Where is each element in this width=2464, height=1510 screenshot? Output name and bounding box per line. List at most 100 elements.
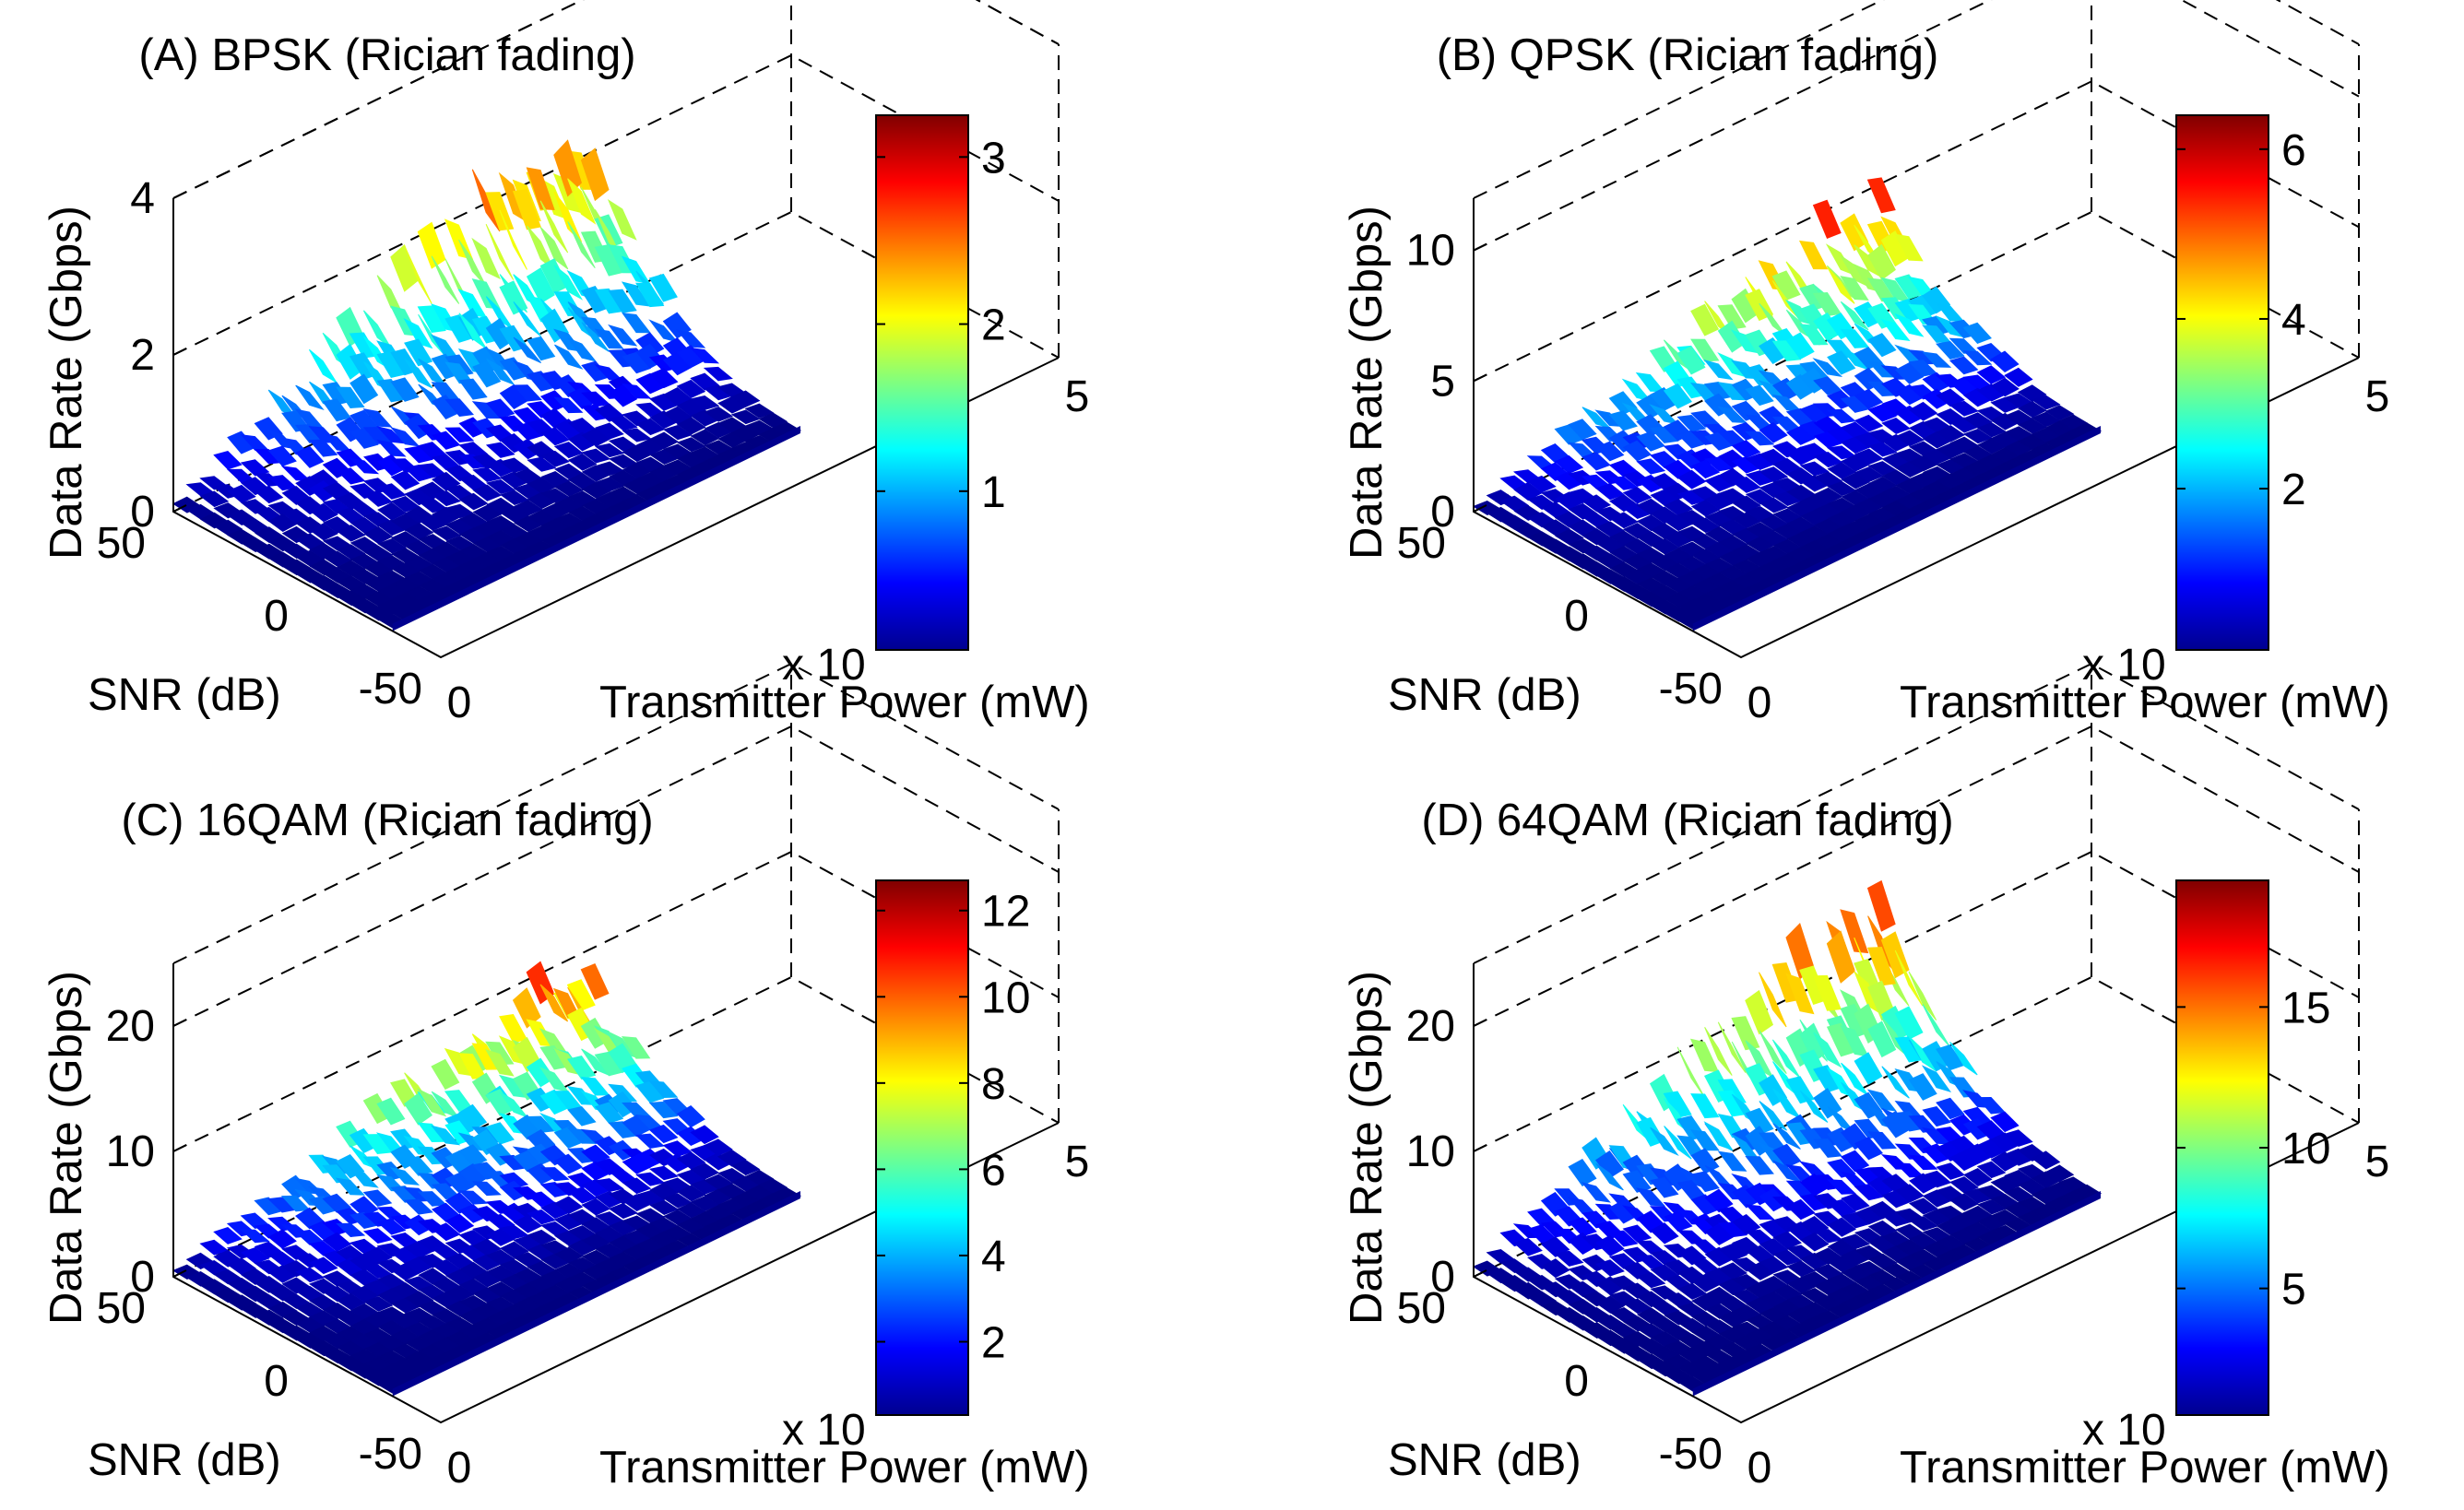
surface-cell [485, 1213, 515, 1230]
z-tick-mark [1473, 242, 1487, 252]
surface-cell [1826, 930, 1855, 984]
surface-cell [648, 1101, 679, 1119]
surface-cell [1718, 1243, 1747, 1261]
surface-cell [566, 1056, 597, 1080]
axis-lines [172, 963, 1060, 1424]
colorbar [875, 114, 969, 651]
surface-cell [608, 324, 638, 347]
surface-cell [1867, 333, 1897, 358]
surface-cell [349, 428, 379, 449]
surface-cell [703, 366, 733, 382]
z-tick-label: 0 [1430, 1253, 1455, 1302]
colorbar [875, 879, 969, 1416]
x-axis-label: Transmitter Power (mW) [1900, 1443, 2390, 1492]
z-tick-mark [1473, 373, 1487, 383]
colorbar-tick-label: 2 [981, 301, 1006, 350]
surface-cell [1759, 1238, 1789, 1256]
surface-cell [1555, 528, 1584, 546]
surface-cell [1812, 358, 1843, 378]
surface-cell [2031, 395, 2061, 410]
surface-cell [1854, 1184, 1884, 1201]
z-gridline [1473, 0, 2360, 252]
z-gridline [172, 725, 1060, 1027]
box-top-edges [1473, 662, 2360, 964]
surface-cell [267, 513, 298, 532]
chart-title: (A) BPSK (Rician fading) [138, 30, 635, 80]
surface-cell [1759, 421, 1788, 443]
surface-cell [1894, 233, 1924, 262]
surface-cell [199, 490, 230, 508]
surface-cell [553, 191, 583, 242]
surface-cell [1650, 1222, 1679, 1245]
surface-cell [1541, 1236, 1570, 1257]
surface [1472, 177, 2103, 630]
surface-cell [1854, 1052, 1883, 1085]
surface-cell [539, 200, 569, 254]
surface-cell [295, 1267, 326, 1283]
surface-cell [676, 379, 706, 398]
surface-cell [1664, 1292, 1694, 1308]
surface-cell [540, 470, 570, 488]
surface-cell [1813, 1032, 1842, 1068]
surface-cell [1936, 425, 1966, 442]
surface-cell [648, 273, 678, 302]
surface-cell [376, 439, 407, 457]
surface-cell [1813, 1138, 1842, 1158]
surface-cell [580, 147, 610, 202]
surface-cell [254, 485, 284, 504]
surface-cell [1867, 1020, 1897, 1058]
surface-cell [1990, 1175, 2020, 1193]
z-tick-mark [1473, 504, 1487, 513]
chart-title: (C) 16QAM (Rician fading) [121, 796, 653, 845]
surface-cell [730, 1160, 761, 1176]
surface-cell [595, 442, 625, 458]
surface-cell [1867, 1220, 1898, 1237]
surface-cell [1581, 1182, 1611, 1203]
surface-cell [404, 1092, 432, 1126]
surface-cell [432, 525, 462, 541]
surface-cell [1867, 243, 1896, 281]
surface-cell [1962, 350, 1993, 366]
surface-cell [349, 1168, 379, 1188]
surface-cell [1990, 350, 2020, 373]
surface-cell [1963, 1168, 1993, 1186]
surface-cell [1731, 1016, 1760, 1051]
surface-cell [608, 289, 637, 313]
surface-cell [2044, 1164, 2075, 1183]
surface-cell [471, 277, 501, 310]
surface-cell [417, 1088, 447, 1117]
surface-cell [499, 209, 527, 270]
surface-cell [1759, 466, 1789, 482]
surface-cell [2004, 1186, 2034, 1203]
axis-lines [1473, 198, 2360, 659]
surface-cell [308, 1256, 338, 1275]
surface-cell [527, 336, 556, 361]
surface-cell [1840, 213, 1869, 252]
surface-cell [1772, 1123, 1801, 1150]
surface-cell [676, 329, 706, 348]
colorbar-tick-label: 4 [2281, 296, 2306, 345]
surface-cell [1690, 459, 1721, 479]
z-axis-label: Data Rate (Gbps) [1342, 206, 1392, 560]
surface-cell [704, 1174, 733, 1190]
surface-cell [417, 305, 446, 334]
z-tick-label: 5 [1430, 357, 1455, 406]
surface-cell [322, 1232, 352, 1252]
surface-cell [1622, 440, 1652, 462]
surface-cell [1866, 946, 1896, 986]
surface-cell [1636, 1272, 1666, 1289]
surface-cell [1894, 313, 1925, 337]
surface-cell [1772, 1249, 1803, 1266]
y-tick-label: -50 [359, 665, 422, 714]
surface-cell [1595, 1295, 1626, 1314]
z-gridline [1473, 725, 2360, 1027]
surface-cell [1799, 461, 1830, 477]
y-tick-label: -50 [1659, 665, 1723, 714]
surface-front-edge [1692, 1191, 2101, 1397]
z-gridline [172, 850, 1060, 1152]
surface-cell [1622, 1170, 1652, 1193]
surface-cell [553, 1153, 584, 1174]
